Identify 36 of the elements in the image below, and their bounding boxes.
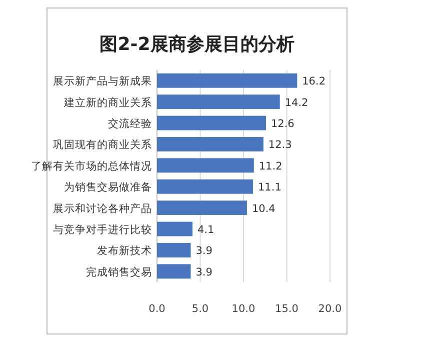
data-label: 10.4 <box>252 202 276 215</box>
x-tick-label: 5.0 <box>192 303 209 315</box>
data-label: 16.2 <box>302 76 326 88</box>
data-label: 11.2 <box>258 160 282 172</box>
y-tick-label: 交流经验 <box>108 117 152 130</box>
y-tick-label: 了解有关市场的总体情况 <box>31 159 152 172</box>
y-tick-label: 完成销售交易 <box>86 265 152 278</box>
data-label: 3.9 <box>196 245 212 258</box>
x-tick-label: 0.0 <box>148 303 166 315</box>
x-tick-label: 15.0 <box>275 303 298 315</box>
data-label: 12.3 <box>268 139 292 152</box>
bar <box>157 158 254 173</box>
chart-title: 图2-2展商参展目的分析 <box>100 34 294 55</box>
bar <box>157 136 264 152</box>
y-tick-label: 展示新产品与新成果 <box>53 74 152 88</box>
x-tick-label: 20.0 <box>318 303 342 315</box>
bar <box>157 222 192 236</box>
bar <box>157 200 247 216</box>
bar <box>157 242 191 258</box>
y-tick-label: 展示和讨论各种产品 <box>53 202 152 215</box>
x-tick-label: 10.0 <box>232 303 256 315</box>
bar <box>157 116 266 130</box>
data-label: 4.1 <box>197 224 214 236</box>
y-tick-label: 建立新的商业关系 <box>63 96 152 109</box>
bar <box>157 94 280 110</box>
y-tick-label: 与竞争对手进行比较 <box>53 223 152 236</box>
y-tick-label: 发布新技术 <box>97 244 152 258</box>
bar <box>157 179 254 194</box>
data-label: 11.1 <box>258 182 282 194</box>
bar <box>157 264 191 279</box>
data-label: 3.9 <box>196 266 212 278</box>
bar <box>157 73 298 88</box>
y-tick-label: 为销售交易做准备 <box>64 180 152 194</box>
y-tick-label: 巩固现有的商业关系 <box>53 138 152 152</box>
data-label: 12.6 <box>270 118 295 130</box>
data-label: 14.2 <box>284 96 308 109</box>
